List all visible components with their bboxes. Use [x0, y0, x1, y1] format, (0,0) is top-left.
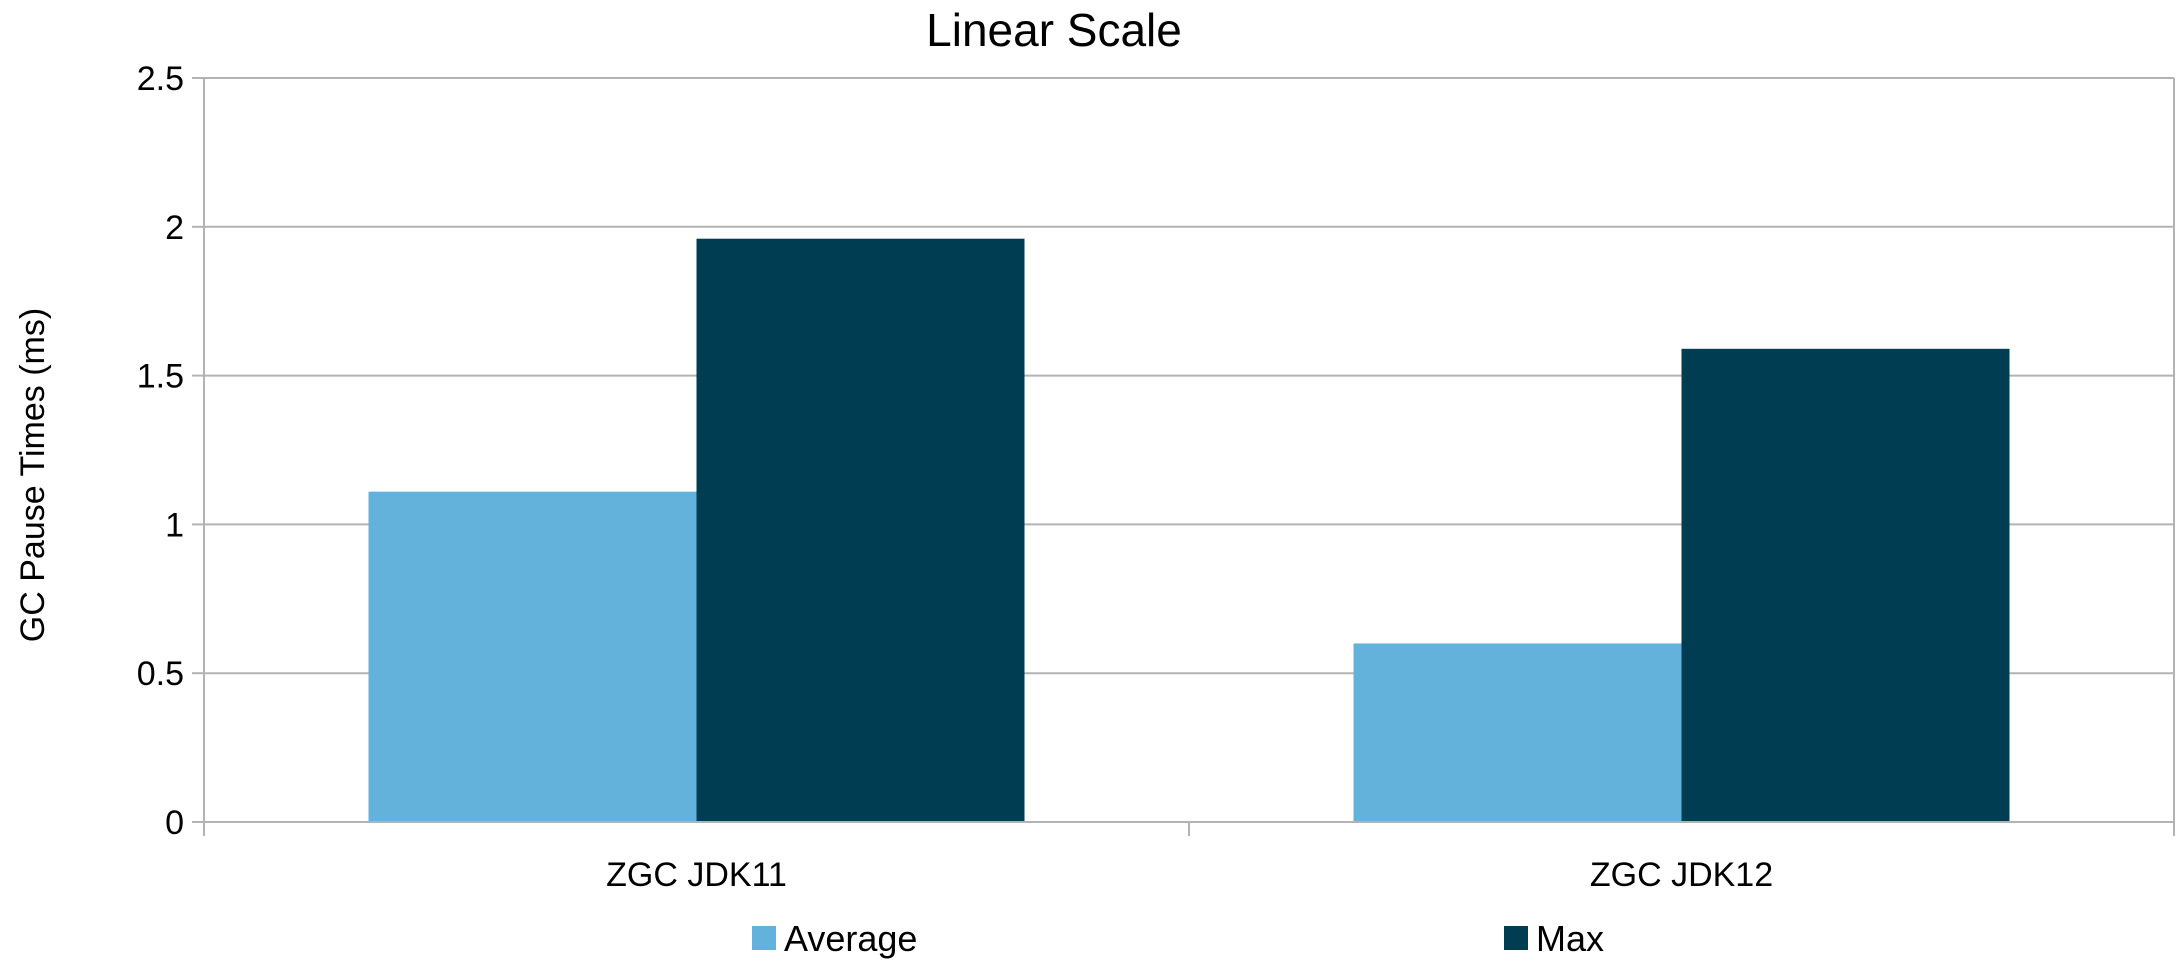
legend-label-max: Max	[1536, 918, 1604, 959]
bar-max-2	[1681, 348, 2010, 822]
bars	[368, 238, 2010, 823]
chart-title: Linear Scale	[926, 4, 1182, 56]
legend-swatch-max	[1504, 926, 1528, 950]
bar-average-1	[368, 491, 697, 822]
y-tick-label: 2	[165, 209, 184, 247]
legend-swatch-average	[752, 926, 776, 950]
y-tick-label: 0	[165, 804, 184, 842]
y-axis-label: GC Pause Times (ms)	[14, 308, 52, 642]
y-tick-label: 0.5	[137, 655, 184, 693]
legend-label-average: Average	[784, 918, 917, 959]
legend: Average Max	[752, 918, 1604, 959]
bar-max-1	[696, 238, 1025, 823]
x-tick-label: ZGC JDK11	[606, 856, 787, 894]
bar-average-2	[1353, 643, 1682, 822]
x-tick-label: ZGC JDK12	[1590, 856, 1773, 894]
y-tick-label: 1	[165, 506, 184, 544]
y-tick-label: 1.5	[137, 358, 184, 396]
y-tick-label: 2.5	[137, 60, 184, 98]
axes: 0 0.5 1 1.5 2 2.5 ZGC JDK11 ZGC JDK12	[137, 60, 2175, 894]
